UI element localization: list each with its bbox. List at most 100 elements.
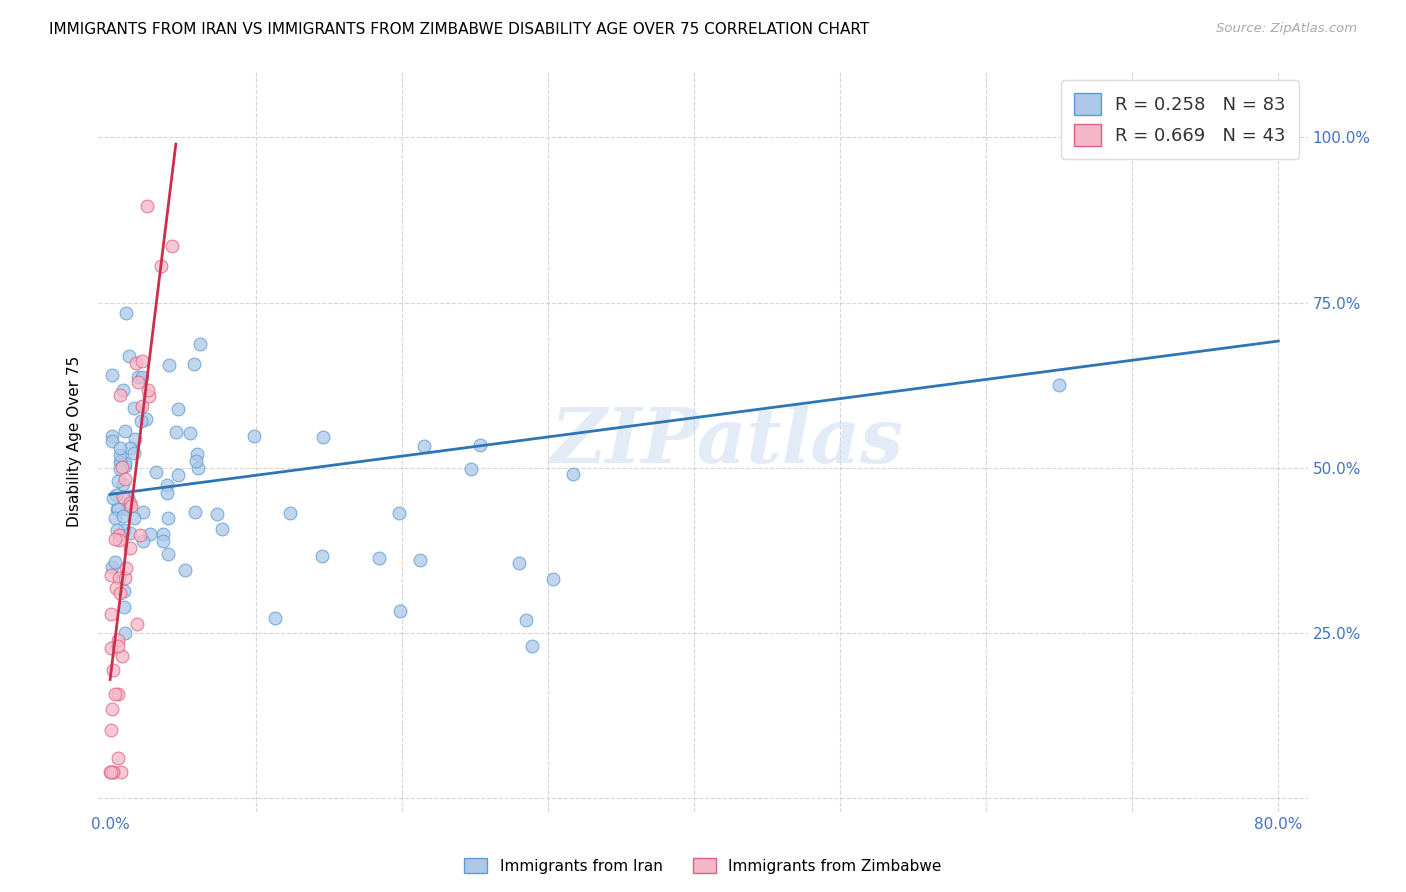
Point bbox=[389, 604, 412, 618]
Point bbox=[157, 547, 180, 561]
Point bbox=[515, 613, 537, 627]
Point bbox=[104, 510, 127, 524]
Point bbox=[101, 368, 124, 383]
Point bbox=[115, 561, 138, 575]
Point bbox=[139, 527, 162, 541]
Point bbox=[110, 453, 132, 467]
Point bbox=[108, 388, 131, 402]
Point bbox=[108, 448, 131, 462]
Point bbox=[520, 640, 543, 654]
Point bbox=[112, 583, 135, 598]
Point bbox=[110, 441, 132, 455]
Point bbox=[103, 663, 125, 677]
Point bbox=[124, 511, 146, 525]
Point bbox=[108, 528, 131, 542]
Point bbox=[100, 434, 122, 449]
Point bbox=[105, 523, 128, 537]
Point bbox=[111, 490, 134, 504]
Point bbox=[122, 445, 145, 459]
Point bbox=[145, 465, 167, 479]
Point bbox=[100, 607, 122, 621]
Point bbox=[1047, 378, 1070, 392]
Point bbox=[101, 765, 124, 780]
Point bbox=[184, 453, 207, 467]
Point bbox=[120, 500, 142, 514]
Point bbox=[111, 649, 134, 664]
Point bbox=[312, 430, 335, 444]
Point bbox=[367, 550, 389, 565]
Point bbox=[101, 701, 124, 715]
Legend: Immigrants from Iran, Immigrants from Zimbabwe: Immigrants from Iran, Immigrants from Zi… bbox=[458, 852, 948, 880]
Point bbox=[111, 477, 134, 491]
Point bbox=[122, 401, 145, 415]
Point bbox=[152, 533, 174, 548]
Point bbox=[107, 474, 129, 488]
Point bbox=[165, 425, 187, 439]
Point bbox=[120, 442, 142, 456]
Point bbox=[120, 526, 142, 541]
Point bbox=[409, 553, 432, 567]
Point bbox=[132, 534, 155, 549]
Point bbox=[114, 626, 136, 640]
Point bbox=[179, 426, 201, 441]
Point bbox=[110, 765, 132, 780]
Point bbox=[264, 611, 287, 625]
Point bbox=[167, 468, 190, 483]
Point bbox=[138, 389, 160, 403]
Point bbox=[183, 357, 205, 371]
Point bbox=[131, 370, 153, 384]
Point bbox=[100, 723, 122, 738]
Point bbox=[100, 640, 122, 655]
Point bbox=[104, 488, 127, 502]
Point bbox=[186, 447, 208, 461]
Point bbox=[104, 555, 127, 569]
Point bbox=[108, 462, 131, 476]
Point bbox=[107, 751, 129, 765]
Point bbox=[115, 306, 138, 320]
Point bbox=[162, 239, 184, 253]
Point bbox=[114, 424, 136, 438]
Point bbox=[104, 687, 127, 701]
Point bbox=[157, 359, 180, 373]
Point bbox=[111, 460, 134, 475]
Point bbox=[468, 438, 491, 452]
Point bbox=[413, 439, 436, 453]
Point bbox=[125, 356, 148, 370]
Point bbox=[107, 686, 129, 700]
Point bbox=[108, 570, 131, 584]
Point bbox=[174, 563, 197, 577]
Point bbox=[138, 384, 160, 398]
Point bbox=[211, 522, 233, 536]
Point bbox=[100, 765, 122, 780]
Point bbox=[183, 505, 205, 519]
Y-axis label: Disability Age Over 75: Disability Age Over 75 bbox=[67, 356, 83, 527]
Point bbox=[129, 415, 152, 429]
Point bbox=[112, 508, 135, 523]
Point bbox=[100, 560, 122, 574]
Point bbox=[100, 429, 122, 443]
Point bbox=[388, 506, 411, 520]
Point bbox=[117, 491, 139, 505]
Point bbox=[104, 581, 127, 595]
Point bbox=[104, 533, 127, 547]
Point bbox=[167, 402, 190, 417]
Point bbox=[118, 496, 141, 510]
Text: ZIPatlas: ZIPatlas bbox=[551, 405, 904, 478]
Point bbox=[112, 523, 135, 537]
Point bbox=[127, 617, 149, 632]
Point bbox=[115, 502, 138, 516]
Point bbox=[190, 337, 212, 351]
Point bbox=[460, 461, 482, 475]
Point bbox=[114, 456, 136, 470]
Point bbox=[150, 259, 173, 273]
Point bbox=[136, 199, 159, 213]
Point bbox=[110, 455, 132, 469]
Point bbox=[118, 349, 141, 363]
Point bbox=[156, 478, 179, 492]
Point bbox=[508, 556, 530, 570]
Point bbox=[131, 353, 153, 368]
Point bbox=[105, 501, 128, 516]
Point bbox=[124, 432, 146, 446]
Point bbox=[100, 568, 122, 582]
Point bbox=[242, 429, 264, 443]
